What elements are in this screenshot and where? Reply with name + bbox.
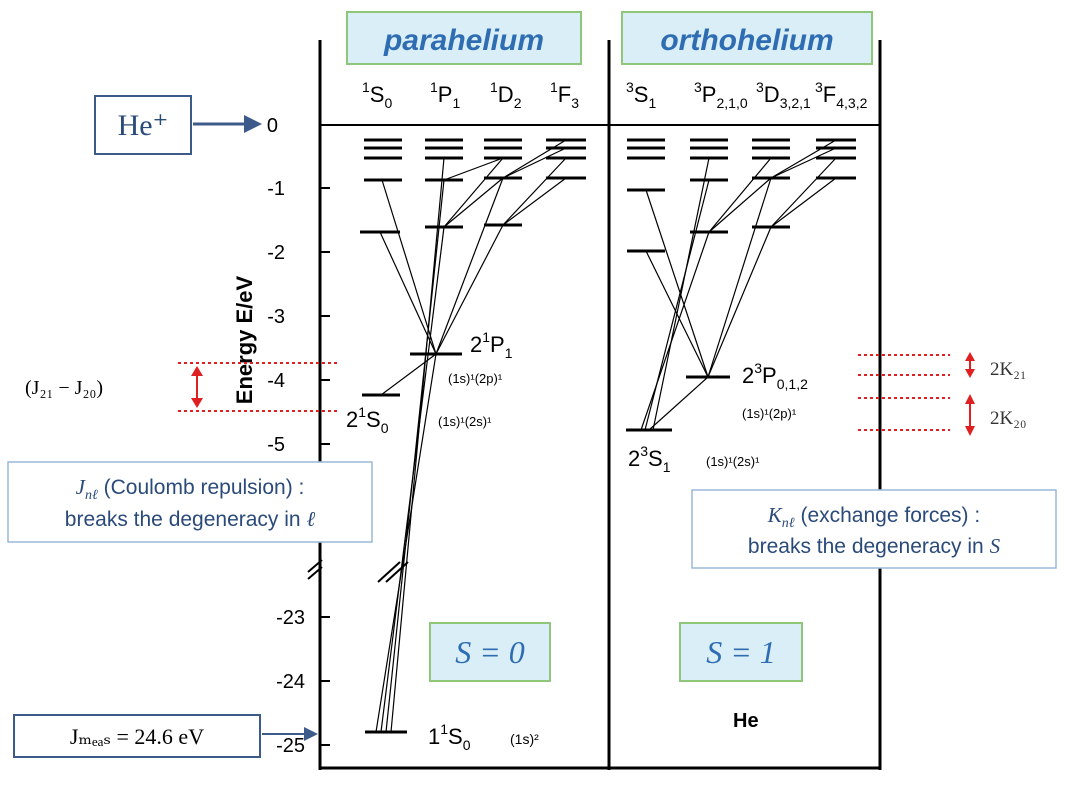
- col-header-1P1: 1P1: [430, 79, 460, 111]
- config-1s2: (1s)²: [510, 731, 539, 747]
- spin-box-triplet: S = 1: [679, 622, 803, 682]
- config-2p-triplet: (1s)¹(2p)¹: [742, 406, 797, 421]
- j-difference-label: (J₂₁ − J₂₀): [25, 377, 103, 399]
- arrow-down-icon: [191, 398, 203, 408]
- col-header-3P: 3P2,1,0: [694, 79, 748, 111]
- transition-line: [381, 179, 437, 355]
- coulomb-note: Jnℓ (Coulomb repulsion) : breaks the deg…: [7, 461, 373, 543]
- transition-line: [379, 231, 437, 355]
- transition-line: [644, 179, 710, 431]
- transition-line: [770, 177, 837, 228]
- col-header-1S0: 1S0: [362, 79, 392, 111]
- tick-label: -4: [267, 370, 285, 392]
- column-headers: 1S0 1P1 1D2 1F3 3S1 3P2,1,0 3D3,2,1 3F4,…: [362, 79, 868, 111]
- spin-s0-label: S = 0: [455, 634, 525, 670]
- transition-line: [645, 189, 709, 378]
- j-difference-annotation: (J₂₁ − J₂₀): [25, 362, 340, 412]
- tick-label: -25: [276, 735, 305, 757]
- spin-s1-label: S = 1: [706, 634, 776, 670]
- transition-line: [707, 177, 772, 378]
- exchange-note-line1: Knℓ (exchange forces) :: [767, 503, 980, 531]
- axis-break-mark: [307, 559, 323, 573]
- arrow-up-icon: [965, 352, 975, 361]
- atom-label: He: [733, 710, 759, 732]
- col-header-1D2: 1D2: [490, 79, 522, 111]
- col-header-3F: 3F4,3,2: [815, 79, 868, 111]
- tick-label: -23: [276, 607, 305, 629]
- coulomb-note-line2: breaks the degeneracy in ℓ: [65, 507, 316, 531]
- diagram-frame: [307, 40, 882, 770]
- arrow-down-icon: [965, 369, 975, 378]
- orthohelium-title: orthohelium: [660, 24, 833, 57]
- transition-line: [435, 177, 504, 355]
- j-meas-label: Jₘₑₐₛ = 24.6 eV: [70, 724, 204, 749]
- transition-line: [708, 157, 772, 233]
- transition-line: [443, 157, 504, 181]
- config-2p-singlet: (1s)¹(2p)¹: [448, 371, 503, 386]
- axis-label: Energy E/eV: [232, 275, 257, 404]
- transition-line: [652, 157, 710, 431]
- j-meas-annotation: Jₘₑₐₛ = 24.6 eV: [13, 714, 318, 758]
- config-2s-singlet: (1s)¹(2s)¹: [438, 414, 492, 429]
- arrow-up-icon: [191, 366, 203, 376]
- line-break-mark: [377, 561, 401, 583]
- ion-label: He⁺: [118, 109, 169, 142]
- transition-line: [502, 177, 567, 226]
- label-2-1P1: 21P1: [470, 329, 513, 361]
- arrow-right-icon: [304, 727, 318, 741]
- ion-annotation: He⁺: [94, 95, 262, 155]
- transition-line: [770, 147, 837, 179]
- axis-break-mark: [307, 566, 323, 580]
- transition-line: [708, 177, 772, 233]
- orthohelium-level-labels: 23P0,1,2 (1s)¹(2p)¹ 23S1 (1s)¹(2s)¹ He: [628, 360, 808, 732]
- transition-line: [770, 157, 837, 228]
- coulomb-note-line1: Jnℓ (Coulomb repulsion) :: [76, 475, 305, 503]
- tick-label: -5: [267, 434, 285, 456]
- transition-line: [443, 157, 504, 228]
- k-annotations: 2K₂₁ 2K₂₀: [858, 352, 1026, 436]
- col-header-3D: 3D3,2,1: [756, 79, 811, 111]
- orthohelium-header: orthohelium: [621, 11, 873, 65]
- k21-label: 2K₂₁: [990, 359, 1026, 380]
- tick-label: -2: [267, 242, 285, 264]
- transition-line: [502, 139, 567, 179]
- col-header-1F3: 1F3: [550, 79, 579, 111]
- tick-label: 0: [267, 115, 278, 137]
- transition-line: [435, 224, 504, 355]
- label-2-3P: 23P0,1,2: [742, 360, 808, 392]
- exchange-note-line2: breaks the degeneracy in S: [748, 534, 1001, 558]
- arrow-right-icon: [244, 115, 262, 133]
- transition-line: [390, 157, 445, 733]
- transition-line: [443, 177, 504, 228]
- transition-line: [640, 231, 710, 431]
- transition-line: [707, 226, 772, 378]
- label-2-3S1: 23S1: [628, 443, 671, 475]
- arrow-up-icon: [965, 394, 975, 404]
- tick-label: -1: [267, 178, 285, 200]
- parahelium-header: parahelium: [346, 11, 582, 65]
- transition-line: [502, 157, 567, 226]
- exchange-note: Knℓ (exchange forces) : breaks the degen…: [691, 489, 1057, 569]
- transition-line: [385, 179, 445, 733]
- arrow-down-icon: [965, 426, 975, 436]
- parahelium-level-labels: 21P1 (1s)¹(2p)¹ 21S0 (1s)¹(2s)¹ 11S0 (1s…: [346, 329, 539, 753]
- label-2-1S0: 21S0: [346, 404, 389, 436]
- tick-label: -24: [276, 671, 305, 693]
- transition-line: [502, 147, 567, 179]
- col-header-3S1: 3S1: [626, 79, 656, 111]
- transitions: [375, 139, 837, 733]
- label-1-1S0: 11S0: [428, 721, 471, 753]
- spin-box-singlet: S = 0: [429, 622, 551, 682]
- k20-label: 2K₂₀: [990, 408, 1026, 429]
- energy-axis: 0 -1 -2 -3 -4 -5 -23 -24 -25: [267, 115, 330, 757]
- parahelium-title: parahelium: [383, 24, 544, 57]
- line-break-mark: [385, 561, 409, 583]
- tick-label: -3: [267, 306, 285, 328]
- config-2s-triplet: (1s)¹(2s)¹: [706, 454, 760, 469]
- transition-line: [770, 139, 837, 179]
- transition-line: [648, 376, 709, 431]
